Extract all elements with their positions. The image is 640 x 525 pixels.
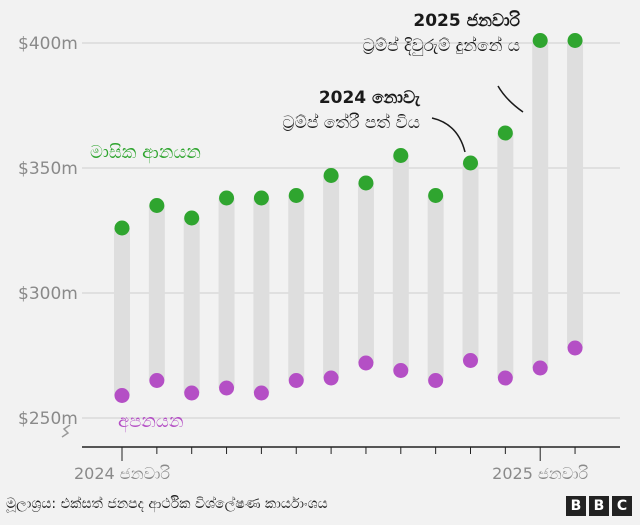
export-point <box>463 353 478 368</box>
range-bar <box>253 198 270 393</box>
range-bar <box>427 195 444 381</box>
range-bar <box>148 205 165 381</box>
bbc-logo-letter: C <box>612 496 632 516</box>
series-label-monthly-imports: මාසික ආනයන <box>90 142 201 164</box>
import-point <box>219 190 235 206</box>
import-point <box>428 188 444 203</box>
export-point <box>393 363 409 378</box>
x-tick-label: 2025 ජනවාරි <box>492 464 588 483</box>
range-bar <box>567 40 584 348</box>
export-point <box>288 373 304 388</box>
import-point <box>323 168 339 183</box>
import-point <box>358 175 374 191</box>
annotation-nov-2024-text: ට්‍රම්ප් තේරී පත් විය <box>282 113 420 133</box>
import-point <box>532 33 548 48</box>
gridlines <box>82 42 620 419</box>
range-bar <box>114 228 130 396</box>
export-point <box>219 380 235 396</box>
export-point <box>428 373 444 388</box>
import-point <box>463 155 478 171</box>
data-points <box>114 33 583 403</box>
range-bar <box>183 218 200 393</box>
export-point <box>184 385 200 401</box>
import-point <box>497 125 513 141</box>
footer: මූලාශ්‍රය: එක්සත් ජනපද ආර්ථික විශ්ලේෂණ ක… <box>0 488 640 525</box>
range-bar <box>532 40 549 368</box>
y-tick-label: $350m <box>18 159 78 179</box>
annotation-leader-line <box>431 117 466 153</box>
range-bar <box>462 163 479 361</box>
import-point <box>393 148 409 163</box>
annotation-nov-2024-title: 2024 නොවැ <box>319 88 421 108</box>
source-note: මූලාශ්‍රය: එක්සත් ජනපද ආර්ථික විශ්ලේෂණ ක… <box>6 496 328 512</box>
range-bar <box>357 183 374 363</box>
import-point <box>149 198 165 213</box>
x-axis <box>61 424 620 461</box>
annotation-leader-line <box>497 85 524 113</box>
range-bar <box>497 133 514 378</box>
range-bar <box>218 198 235 388</box>
labels: $250m $300m $350m $400m 2024 ජනවාරි 2025 ජනවා… <box>18 10 589 483</box>
range-bar <box>392 155 409 371</box>
import-point <box>114 220 130 236</box>
export-point <box>253 385 269 401</box>
annotation-jan-2025-title: 2025 ජනවාරි <box>413 10 520 31</box>
chart: $250m $300m $350m $400m 2024 ජනවාරි 2025 ජනවා… <box>18 10 620 483</box>
import-point <box>253 190 269 206</box>
annotation-jan-2025-text: ට්‍රම්ප් දිවුරුම් දුන්නේ ය <box>363 36 520 56</box>
bbc-logo: B B C <box>566 496 632 516</box>
export-point <box>149 373 165 388</box>
bbc-logo-letter: B <box>566 496 586 516</box>
y-tick-label: $300m <box>18 284 78 304</box>
export-point <box>114 388 130 403</box>
export-point <box>323 370 339 386</box>
bbc-logo-letter: B <box>589 496 609 516</box>
range-bar <box>323 175 340 378</box>
import-point <box>567 33 583 48</box>
import-point <box>288 188 304 203</box>
export-point <box>532 360 548 376</box>
range-bars <box>114 40 584 396</box>
export-point <box>567 340 583 356</box>
y-tick-label: $250m <box>18 409 78 429</box>
export-point <box>358 355 374 371</box>
y-tick-label: $400m <box>18 34 78 54</box>
import-point <box>184 210 200 226</box>
range-bar <box>288 195 305 381</box>
series-label-exports: අපනයන <box>118 411 183 433</box>
export-point <box>497 370 513 386</box>
x-tick-label: 2024 ජනවාරි <box>74 464 170 483</box>
axis-break-icon <box>61 424 71 438</box>
